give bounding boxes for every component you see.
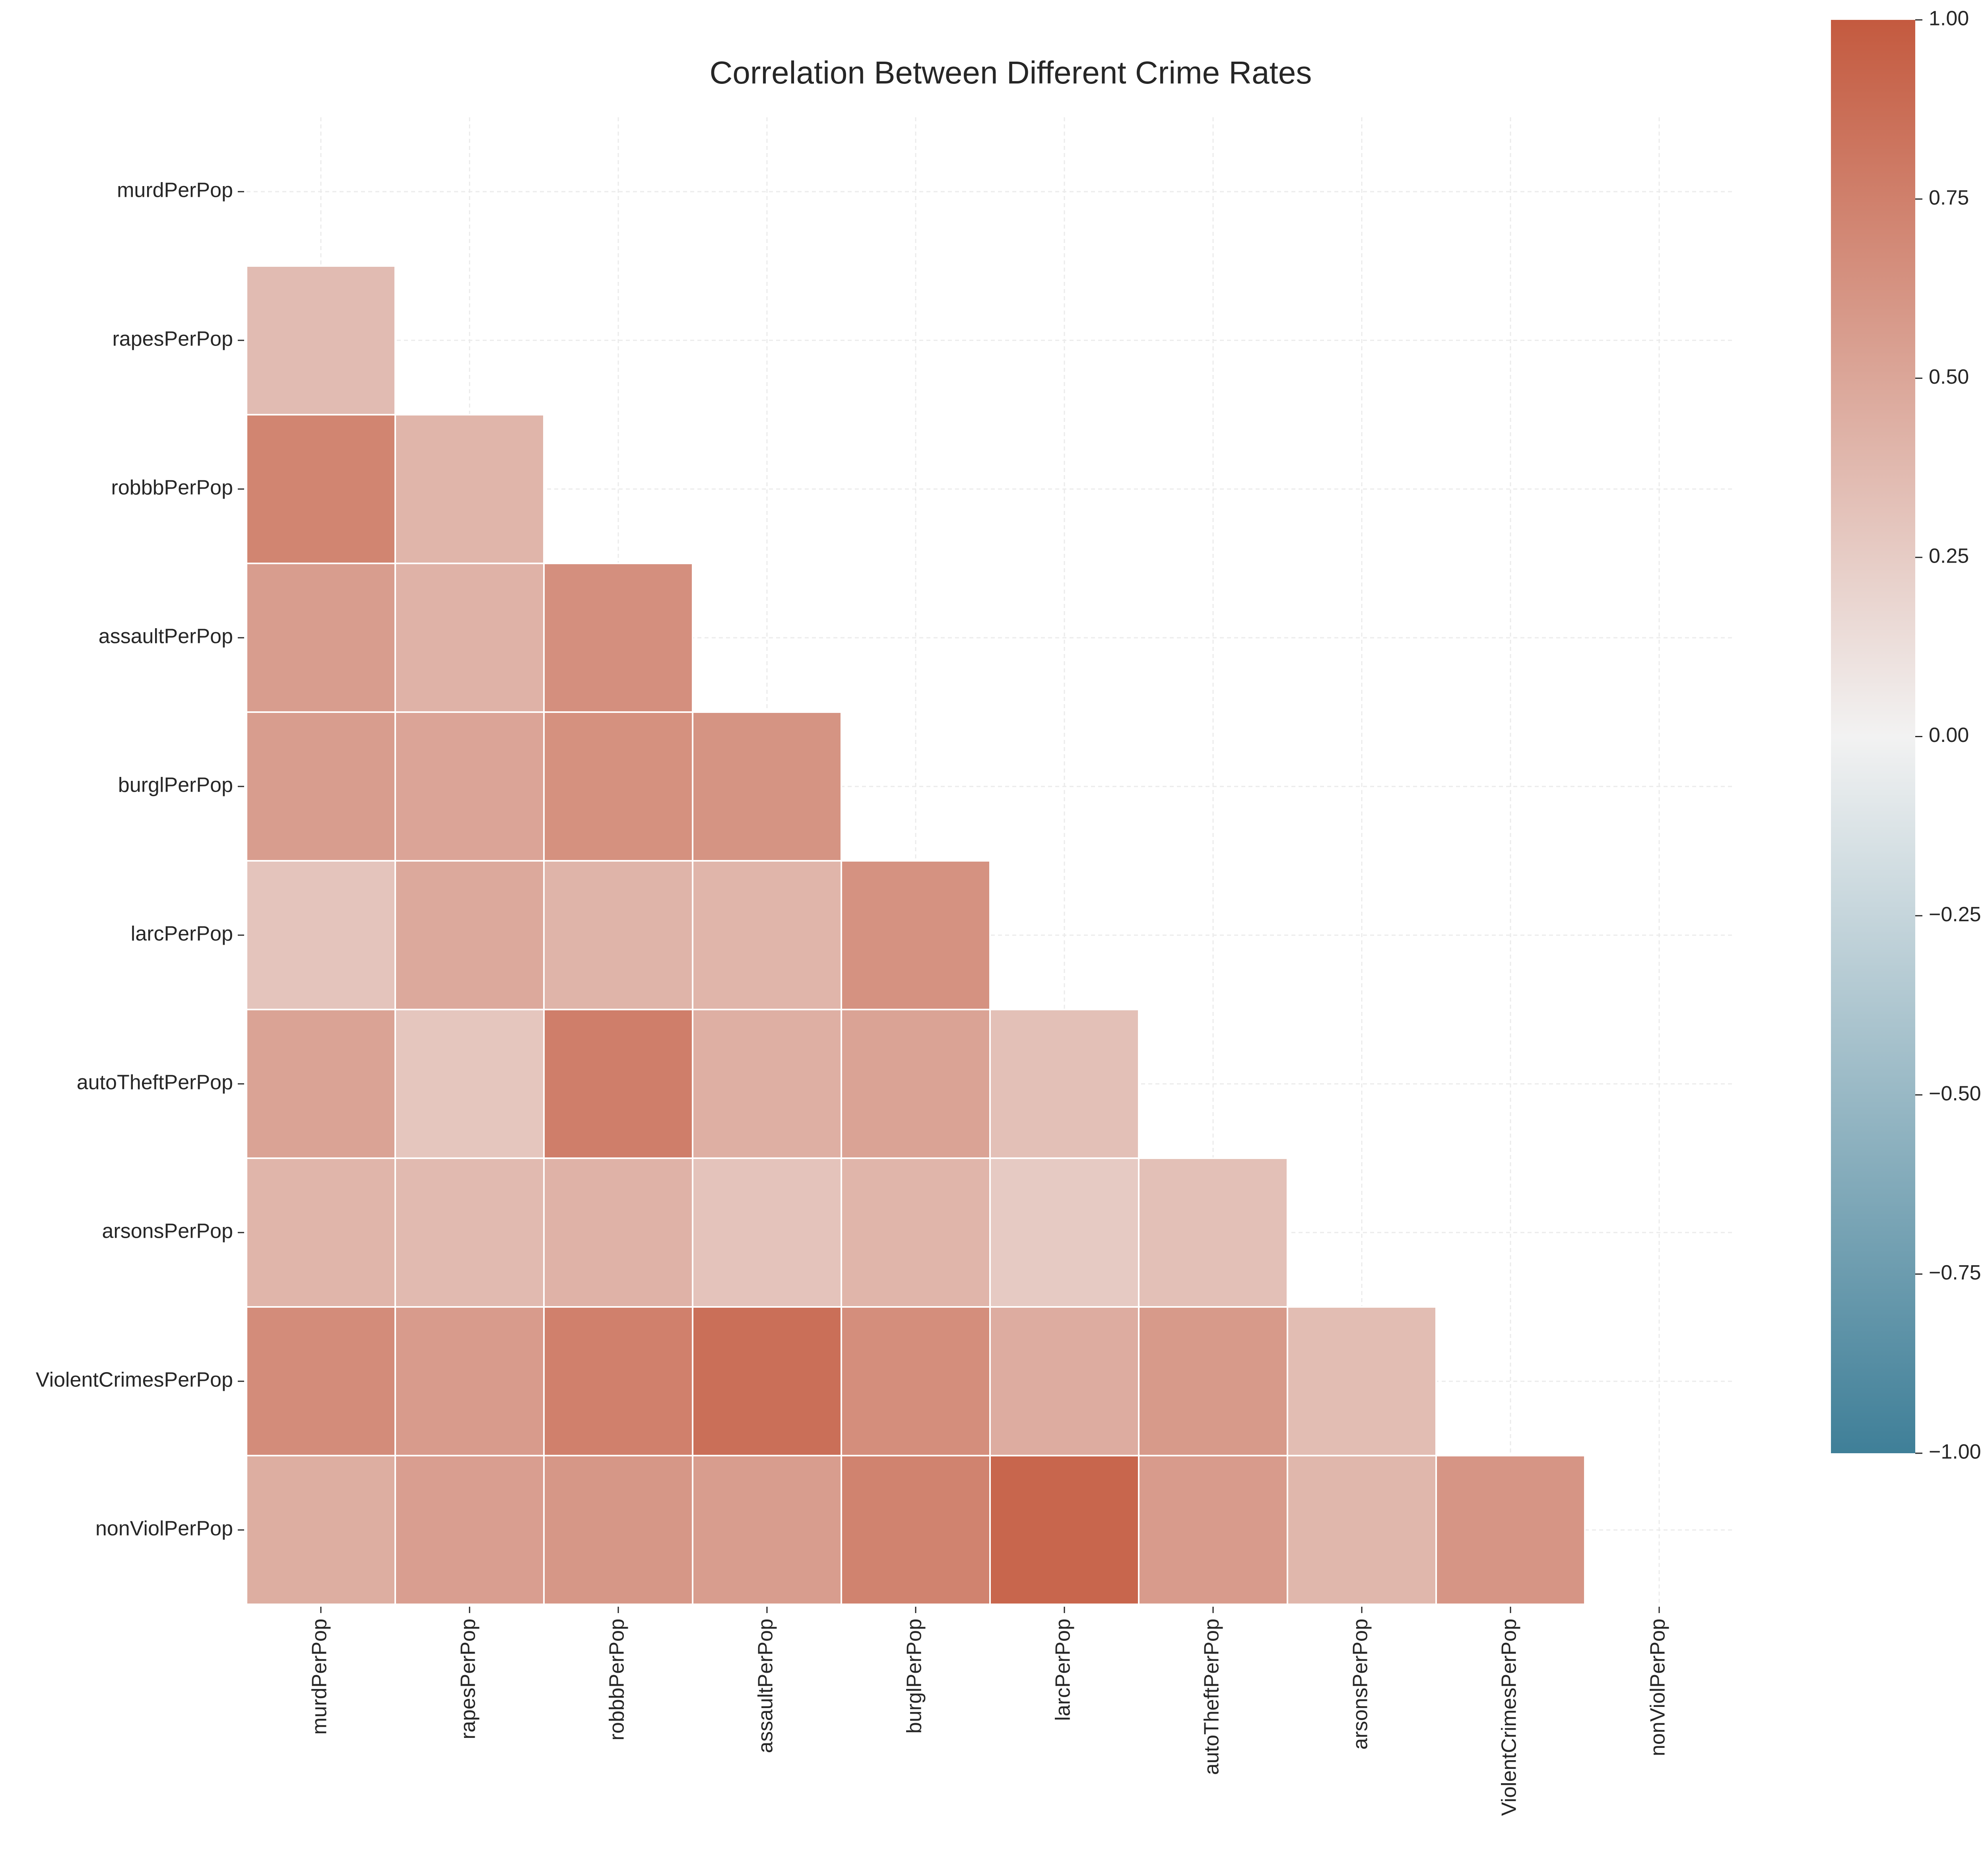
heatmap-cell (246, 265, 396, 415)
x-tick-label: arsonsPerPop (1349, 1619, 1372, 1750)
colorbar: 1.00 0.75 0.50 0.25 0.00 −0.25 −0.50 −0.75 −1.00 (1831, 7, 1981, 1464)
y-tick-label: ViolentCrimesPerPop (36, 1369, 233, 1392)
heatmap-cell (692, 711, 842, 862)
heatmap-cell (543, 860, 693, 1010)
heatmap-cell (246, 711, 396, 862)
heatmap-cell (246, 1455, 396, 1605)
heatmap-cell (841, 1306, 991, 1456)
heatmap-cell (692, 1306, 842, 1456)
heatmap-cell (543, 1157, 693, 1308)
heatmap-cell (394, 1455, 545, 1605)
heatmap-cell (989, 1455, 1140, 1605)
heatmap-cell (543, 1455, 693, 1605)
heatmap-cell (246, 1157, 396, 1308)
heatmap-cell (692, 1157, 842, 1308)
heatmap-cell (543, 711, 693, 862)
heatmap-cell (246, 860, 396, 1010)
y-tick-label: rapesPerPop (112, 328, 233, 351)
y-axis: murdPerPop rapesPerPop robbbPerPop assaultP… (36, 179, 244, 1540)
x-tick-label: rapesPerPop (457, 1619, 480, 1740)
heatmap-cell (841, 1455, 991, 1605)
x-tick-label: larcPerPop (1052, 1619, 1075, 1721)
x-tick-label: ViolentCrimesPerPop (1498, 1619, 1521, 1816)
colorbar-tick-label: 1.00 (1929, 7, 1969, 30)
heatmap-cell (246, 414, 396, 564)
heatmap-cell (692, 1009, 842, 1159)
heatmap-cell (989, 1157, 1140, 1308)
heatmap-cell (1287, 1306, 1437, 1456)
x-tick-label: autoTheftPerPop (1200, 1619, 1223, 1775)
chart-title: Correlation Between Different Crime Rate… (710, 55, 1312, 90)
colorbar-tick-label: −0.25 (1929, 903, 1981, 926)
heatmap-cell (394, 711, 545, 862)
colorbar-tick-label: −0.50 (1929, 1082, 1981, 1105)
colorbar-tick-label: 0.50 (1929, 365, 1969, 388)
heatmap-cell (246, 1306, 396, 1456)
y-tick-label: burglPerPop (118, 774, 233, 797)
colorbar-tick-label: 0.75 (1929, 186, 1969, 209)
x-axis: murdPerPop rapesPerPop robbbPerPop assaultP… (308, 1607, 1670, 1816)
heatmap-cell (246, 563, 396, 713)
heatmap-cell (841, 1009, 991, 1159)
heatmap-cell (841, 1157, 991, 1308)
y-tick-label: robbbPerPop (111, 476, 233, 499)
heatmap-cell (989, 1009, 1140, 1159)
x-tick-label: murdPerPop (308, 1619, 331, 1735)
heatmap-cell (246, 1009, 396, 1159)
heatmap-cell (1287, 1455, 1437, 1605)
y-tick-label: murdPerPop (117, 179, 233, 202)
heatmap-cell (543, 1306, 693, 1456)
heatmap-cell (1138, 1306, 1288, 1456)
heatmap-cell (394, 1157, 545, 1308)
x-tick-label: nonViolPerPop (1646, 1619, 1670, 1756)
x-tick-label: burglPerPop (903, 1619, 926, 1734)
heatmap-cell (394, 414, 545, 564)
x-tick-label: assaultPerPop (754, 1619, 777, 1753)
colorbar-tick-label: −1.00 (1929, 1441, 1981, 1464)
x-tick-label: robbbPerPop (606, 1619, 629, 1740)
heatmap-cell (1435, 1455, 1586, 1605)
y-tick-label: arsonsPerPop (102, 1220, 233, 1243)
heatmap-cell (394, 563, 545, 713)
heatmap-cell (394, 1009, 545, 1159)
heatmap-cell (543, 1009, 693, 1159)
heatmap-cell (692, 860, 842, 1010)
heatmap-cell (543, 563, 693, 713)
heatmap-cell (394, 860, 545, 1010)
heatmap-cell (394, 1306, 545, 1456)
colorbar-tick-label: 0.25 (1929, 545, 1969, 568)
heatmap-cell (692, 1455, 842, 1605)
y-tick-label: autoTheftPerPop (77, 1071, 233, 1094)
y-tick-label: assaultPerPop (99, 625, 233, 648)
y-tick-label: larcPerPop (131, 922, 233, 945)
heatmap-cell (989, 1306, 1140, 1456)
y-tick-label: nonViolPerPop (95, 1517, 233, 1540)
colorbar-tick-label: 0.00 (1929, 724, 1969, 747)
heatmap-cell (1138, 1455, 1288, 1605)
heatmap-cell (841, 860, 991, 1010)
cells-layer (246, 265, 1586, 1605)
colorbar-tick-label: −0.75 (1929, 1261, 1981, 1284)
colorbar-gradient (1831, 20, 1915, 1453)
heatmap-cell (1138, 1157, 1288, 1308)
